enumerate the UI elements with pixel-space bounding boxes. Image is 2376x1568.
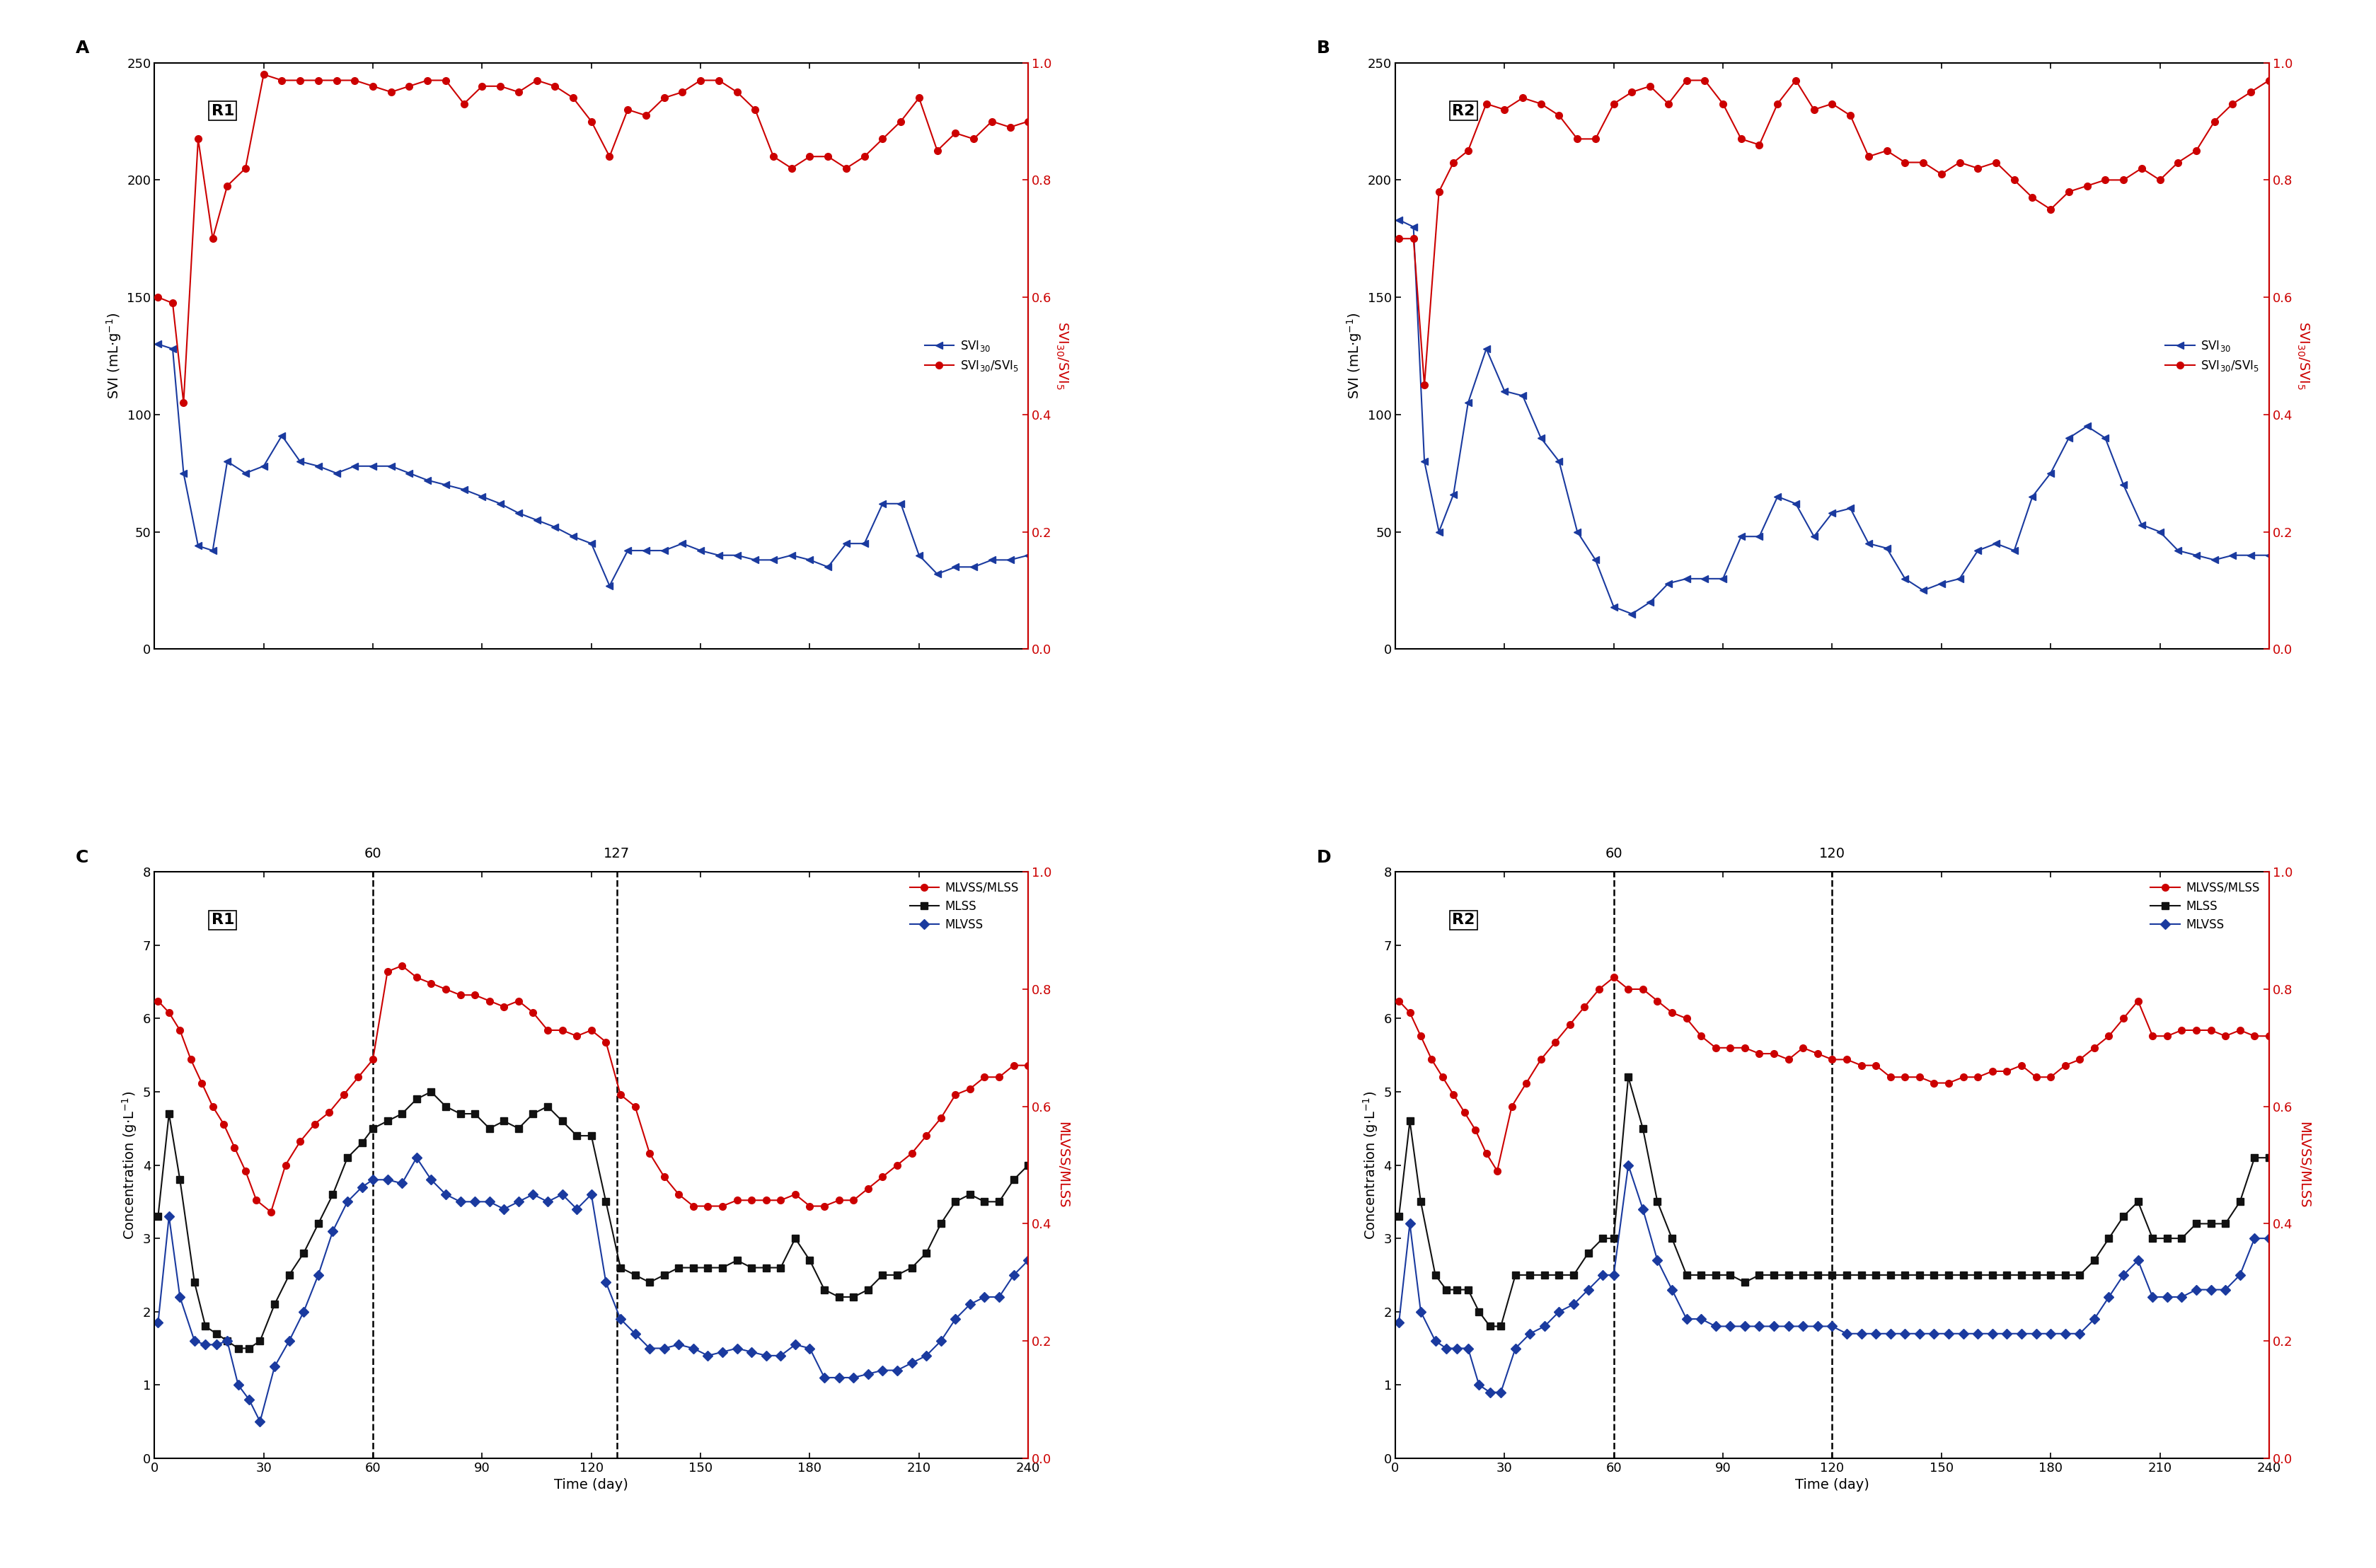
Y-axis label: MLVSS/MLSS: MLVSS/MLSS: [2298, 1121, 2309, 1209]
Legend: MLVSS/MLSS, MLSS, MLVSS: MLVSS/MLSS, MLSS, MLVSS: [2148, 878, 2264, 935]
Text: 60: 60: [1606, 847, 1623, 861]
Y-axis label: Concentration (g$\cdot$L$^{-1}$): Concentration (g$\cdot$L$^{-1}$): [121, 1091, 138, 1239]
Y-axis label: MLVSS/MLSS: MLVSS/MLSS: [1055, 1121, 1069, 1209]
Text: R2: R2: [1452, 103, 1475, 118]
Text: A: A: [76, 39, 90, 56]
Y-axis label: Concentration (g$\cdot$L$^{-1}$): Concentration (g$\cdot$L$^{-1}$): [1361, 1091, 1380, 1239]
Y-axis label: SVI (mL$\cdot$g$^{-1}$): SVI (mL$\cdot$g$^{-1}$): [1345, 312, 1364, 400]
Y-axis label: SVI$_{30}$/SVI$_5$: SVI$_{30}$/SVI$_5$: [1055, 321, 1069, 390]
Text: D: D: [1316, 848, 1331, 866]
Text: R2: R2: [1452, 913, 1475, 927]
Legend: MLVSS/MLSS, MLSS, MLVSS: MLVSS/MLSS, MLSS, MLVSS: [905, 878, 1022, 935]
Y-axis label: SVI$_{30}$/SVI$_5$: SVI$_{30}$/SVI$_5$: [2295, 321, 2309, 390]
X-axis label: Time (day): Time (day): [554, 1479, 627, 1491]
Y-axis label: SVI (mL$\cdot$g$^{-1}$): SVI (mL$\cdot$g$^{-1}$): [105, 312, 124, 400]
Text: B: B: [1316, 39, 1331, 56]
Text: 120: 120: [1820, 847, 1846, 861]
Text: R1: R1: [211, 103, 235, 118]
Legend: SVI$_{30}$, SVI$_{30}$/SVI$_5$: SVI$_{30}$, SVI$_{30}$/SVI$_5$: [2162, 336, 2264, 376]
Text: 127: 127: [604, 847, 630, 861]
X-axis label: Time (day): Time (day): [1796, 1479, 1870, 1491]
Text: 60: 60: [364, 847, 383, 861]
Text: R1: R1: [211, 913, 235, 927]
Text: C: C: [76, 848, 88, 866]
Legend: SVI$_{30}$, SVI$_{30}$/SVI$_5$: SVI$_{30}$, SVI$_{30}$/SVI$_5$: [922, 336, 1022, 376]
